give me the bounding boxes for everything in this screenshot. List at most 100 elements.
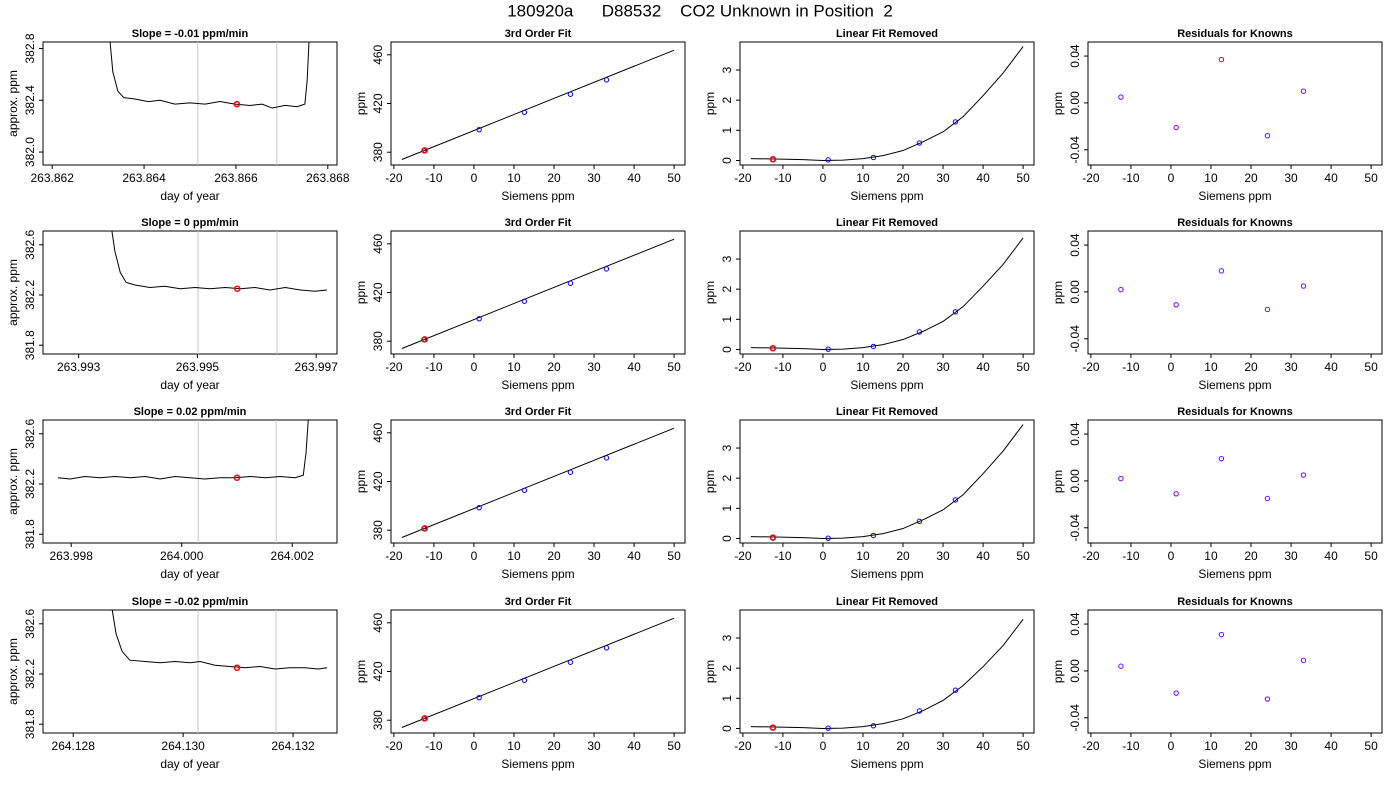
data-point <box>825 346 831 352</box>
panel-title: 3rd Order Fit <box>505 217 572 229</box>
x-tick-label: 20 <box>547 739 561 753</box>
y-tick-label: 0.04 <box>1068 233 1082 257</box>
y-tick-label: 381.8 <box>23 709 37 739</box>
x-tick-label: 10 <box>1204 549 1218 563</box>
panel-title: Slope = -0.02 ppm/min <box>132 596 249 608</box>
x-tick-label: 40 <box>627 360 641 374</box>
y-tick-label: 460 <box>371 612 385 632</box>
y-tick-label: 1 <box>720 505 734 512</box>
data-point <box>1264 133 1271 139</box>
data-point <box>1173 302 1179 308</box>
x-tick-label: 263.862 <box>30 171 74 185</box>
y-axis-label: approx. ppm <box>6 638 20 705</box>
curve <box>750 46 1024 161</box>
data-point <box>870 723 877 729</box>
unknown-point <box>421 147 428 154</box>
unknown-point <box>769 534 777 541</box>
y-tick-label: 382.8 <box>23 33 37 63</box>
data-point <box>567 280 574 286</box>
panel-title: Slope = 0.02 ppm/min <box>134 406 247 418</box>
plot-frame <box>1087 419 1383 544</box>
y-tick-label: 0.04 <box>1068 612 1082 636</box>
y-tick-label: -0.04 <box>1068 325 1082 353</box>
curve <box>750 619 1024 729</box>
plot-frame <box>1087 230 1383 355</box>
x-tick-label: 20 <box>896 549 910 563</box>
y-tick-label: 2 <box>720 286 734 293</box>
panel-title: Linear Fit Removed <box>836 406 938 418</box>
y-tick-label: 420 <box>371 471 385 491</box>
data-point <box>870 343 877 350</box>
data-point <box>567 91 574 97</box>
y-axis-label: ppm <box>354 470 368 493</box>
y-tick-label: 382.2 <box>23 469 37 499</box>
y-tick-label: 0.00 <box>1068 469 1082 493</box>
x-tick-label: 0 <box>1168 739 1175 753</box>
x-tick-label: 40 <box>976 739 990 753</box>
x-tick-label: -20 <box>1082 171 1100 185</box>
x-tick-label: 10 <box>1204 360 1218 374</box>
x-tick-label: 263.997 <box>295 360 339 374</box>
x-tick-label: -20 <box>385 739 403 753</box>
x-tick-label: 264.130 <box>161 739 205 753</box>
panel: Residuals for Knowns Siemens ppm ppm -20 -10… <box>1051 217 1383 392</box>
x-tick-label: 0 <box>471 549 478 563</box>
x-tick-label: -20 <box>734 171 752 185</box>
x-tick-label: 40 <box>976 171 990 185</box>
plot-frame <box>1087 41 1383 166</box>
x-tick-label: 10 <box>507 171 521 185</box>
y-tick-label: 380 <box>371 142 385 162</box>
data-point <box>916 329 923 335</box>
y-tick-label: 420 <box>371 282 385 302</box>
data-point <box>1173 491 1179 497</box>
x-tick-label: 0 <box>1168 549 1175 563</box>
x-tick-label: 30 <box>587 549 601 563</box>
x-tick-label: 30 <box>936 739 950 753</box>
data-point <box>603 77 610 83</box>
x-tick-label: -10 <box>425 549 443 563</box>
panel: Residuals for Knowns Siemens ppm ppm -20 -10… <box>1051 596 1383 771</box>
y-tick-label: 382.2 <box>23 280 37 310</box>
data-point <box>1173 690 1179 696</box>
x-tick-label: 10 <box>507 360 521 374</box>
x-tick-label: 40 <box>627 171 641 185</box>
x-tick-label: 20 <box>1244 171 1258 185</box>
y-axis-label: ppm <box>1051 470 1065 493</box>
x-axis-label: Siemens ppm <box>1198 757 1271 771</box>
unknown-point <box>233 285 241 292</box>
y-tick-label: 0 <box>720 535 734 542</box>
x-tick-label: 10 <box>856 549 870 563</box>
x-tick-label: 30 <box>936 549 950 563</box>
y-axis-label: ppm <box>1051 92 1065 115</box>
data-point <box>1218 268 1225 274</box>
data-point <box>476 504 482 511</box>
panel: Slope = -0.02 ppm/min day of year approx. … <box>6 596 338 771</box>
panel: Slope = 0 ppm/min day of year approx. ppm 2… <box>6 217 338 392</box>
x-tick-label: 40 <box>1324 171 1338 185</box>
x-tick-label: 30 <box>1284 171 1298 185</box>
x-tick-label: 10 <box>856 360 870 374</box>
curve <box>111 610 328 670</box>
plot-frame <box>42 609 338 734</box>
x-tick-label: 30 <box>1284 549 1298 563</box>
x-tick-label: -20 <box>734 360 752 374</box>
curve <box>401 49 675 160</box>
x-tick-label: -10 <box>425 171 443 185</box>
panel: 3rd Order Fit Siemens ppm ppm -20 -10 0 10 20 30… <box>354 28 686 203</box>
panel: 3rd Order Fit Siemens ppm ppm -20 -10 0 10 20 30… <box>354 406 686 581</box>
data-point <box>952 497 959 503</box>
data-point <box>603 645 610 651</box>
data-point <box>476 694 482 701</box>
data-point <box>952 119 959 125</box>
x-tick-label: 264.002 <box>271 549 315 563</box>
data-point <box>1300 472 1307 478</box>
x-tick-label: 0 <box>820 360 827 374</box>
x-tick-label: 30 <box>587 360 601 374</box>
x-axis-label: day of year <box>160 567 219 581</box>
panel: 3rd Order Fit Siemens ppm ppm -20 -10 0 10 20 30… <box>354 217 686 392</box>
data-point <box>521 109 528 115</box>
unknown-point <box>769 156 777 163</box>
data-point <box>1118 663 1124 669</box>
x-tick-label: 264.128 <box>52 739 96 753</box>
x-axis-label: Siemens ppm <box>1198 378 1271 392</box>
